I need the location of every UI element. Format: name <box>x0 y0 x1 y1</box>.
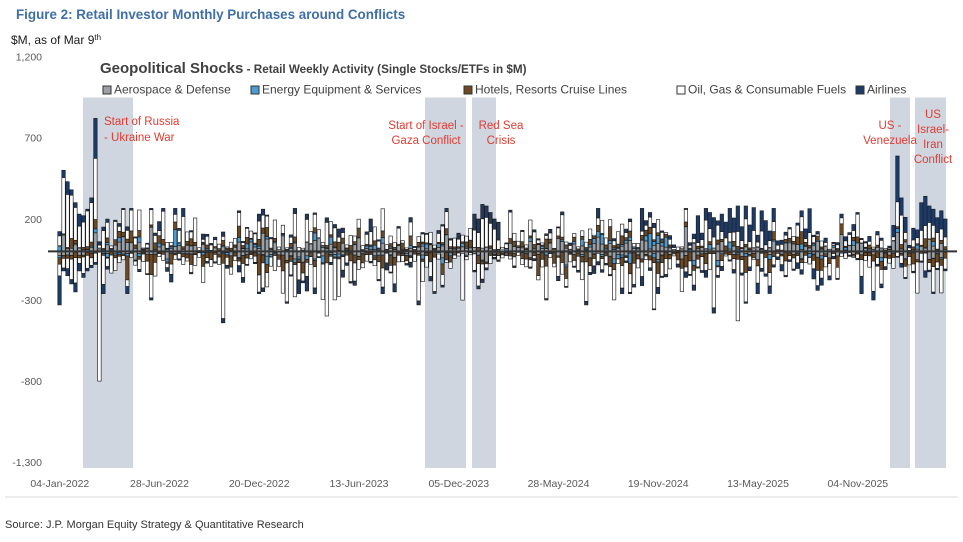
svg-text:Geopolitical Shocks - Retail W: Geopolitical Shocks - Retail Weekly Acti… <box>100 60 527 77</box>
svg-text:Israel-: Israel- <box>917 124 949 136</box>
svg-text:-300: -300 <box>21 295 42 307</box>
svg-text:Airlines: Airlines <box>867 83 906 97</box>
svg-text:13-May-2025: 13-May-2025 <box>727 478 789 490</box>
svg-text:Figure 2: Retail Investor Mont: Figure 2: Retail Investor Monthly Purcha… <box>16 7 405 22</box>
svg-text:20-Dec-2022: 20-Dec-2022 <box>229 478 290 490</box>
svg-text:$M, as of Mar 9th: $M, as of Mar 9th <box>11 33 101 47</box>
svg-text:- Ukraine War: - Ukraine War <box>104 132 175 144</box>
svg-text:Oil, Gas & Consumable Fuels: Oil, Gas & Consumable Fuels <box>688 83 846 97</box>
svg-text:Conflict: Conflict <box>914 154 953 166</box>
svg-text:04-Jan-2022: 04-Jan-2022 <box>30 478 89 490</box>
svg-text:Aerospace & Defense: Aerospace & Defense <box>114 83 231 97</box>
svg-text:Energy Equipment & Services: Energy Equipment & Services <box>262 83 421 97</box>
svg-text:04-Nov-2025: 04-Nov-2025 <box>827 478 888 490</box>
svg-text:13-Jun-2023: 13-Jun-2023 <box>330 478 389 490</box>
svg-text:US: US <box>925 109 941 121</box>
svg-text:Venezuela: Venezuela <box>863 135 917 147</box>
svg-text:1,200: 1,200 <box>16 52 42 64</box>
svg-text:Start of Russia: Start of Russia <box>104 116 180 128</box>
svg-text:05-Dec-2023: 05-Dec-2023 <box>428 478 489 490</box>
svg-text:US -: US - <box>879 120 902 132</box>
svg-text:28-Jun-2022: 28-Jun-2022 <box>130 478 189 490</box>
svg-text:Iran: Iran <box>923 139 943 151</box>
svg-text:Crisis: Crisis <box>487 135 516 147</box>
svg-text:Gaza Conflict: Gaza Conflict <box>391 135 461 147</box>
svg-text:Source: J.P. Morgan Equity Str: Source: J.P. Morgan Equity Strategy & Qu… <box>5 519 304 531</box>
svg-text:-800: -800 <box>21 376 42 388</box>
svg-text:700: 700 <box>24 133 42 145</box>
svg-text:Red Sea: Red Sea <box>479 120 524 132</box>
svg-text:19-Nov-2024: 19-Nov-2024 <box>628 478 689 490</box>
svg-text:200: 200 <box>24 214 42 226</box>
svg-text:Hotels, Resorts Cruise Lines: Hotels, Resorts Cruise Lines <box>475 83 627 97</box>
svg-text:28-May-2024: 28-May-2024 <box>528 478 590 490</box>
svg-text:-1,300: -1,300 <box>12 457 42 469</box>
svg-text:Start of Israel -: Start of Israel - <box>388 120 464 132</box>
